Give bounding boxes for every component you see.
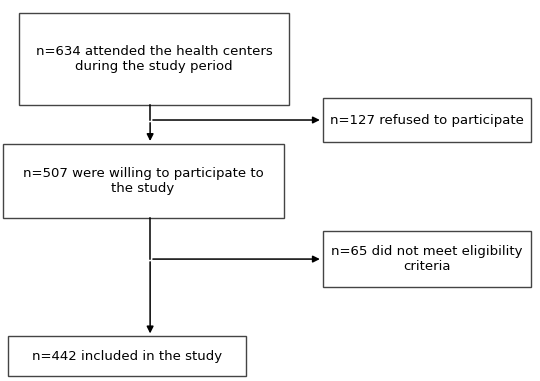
Text: n=65 did not meet eligibility
criteria: n=65 did not meet eligibility criteria bbox=[331, 245, 522, 273]
Bar bbox=[19, 13, 289, 105]
Bar bbox=[3, 144, 284, 218]
Text: n=127 refused to participate: n=127 refused to participate bbox=[329, 114, 524, 126]
Text: n=442 included in the study: n=442 included in the study bbox=[32, 350, 222, 363]
Bar bbox=[323, 98, 531, 142]
Bar bbox=[8, 336, 246, 376]
Text: n=507 were willing to participate to
the study: n=507 were willing to participate to the… bbox=[23, 167, 264, 195]
Text: n=634 attended the health centers
during the study period: n=634 attended the health centers during… bbox=[36, 45, 272, 73]
Bar bbox=[323, 232, 531, 287]
